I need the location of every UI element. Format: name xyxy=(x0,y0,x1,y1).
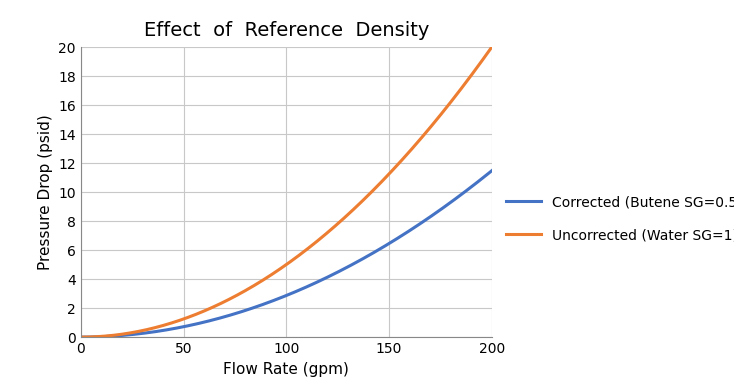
Corrected (Butene SG=0.5736) xyxy=(76,335,85,339)
Uncorrected (Water SG=1) xyxy=(299,250,308,254)
Uncorrected (Water SG=1) xyxy=(76,335,85,339)
Corrected (Butene SG=0.5736) xyxy=(413,223,422,228)
Corrected (Butene SG=0.5736) xyxy=(487,169,496,173)
Corrected (Butene SG=0.5736) xyxy=(478,176,487,181)
Corrected (Butene SG=0.5736) xyxy=(321,276,330,281)
Corrected (Butene SG=0.5736) xyxy=(274,296,283,301)
Title: Effect  of  Reference  Density: Effect of Reference Density xyxy=(144,21,429,40)
Legend: Corrected (Butene SG=0.5736), Uncorrected (Water SG=1): Corrected (Butene SG=0.5736), Uncorrecte… xyxy=(506,195,734,243)
Uncorrected (Water SG=1) xyxy=(478,58,487,63)
Uncorrected (Water SG=1) xyxy=(413,140,422,145)
Uncorrected (Water SG=1) xyxy=(274,268,283,272)
Line: Uncorrected (Water SG=1): Uncorrected (Water SG=1) xyxy=(81,47,492,337)
Uncorrected (Water SG=1) xyxy=(272,269,280,274)
Corrected (Butene SG=0.5736) xyxy=(272,297,280,302)
Y-axis label: Pressure Drop (psid): Pressure Drop (psid) xyxy=(37,114,53,270)
Uncorrected (Water SG=1) xyxy=(487,45,496,49)
Line: Corrected (Butene SG=0.5736): Corrected (Butene SG=0.5736) xyxy=(81,171,492,337)
X-axis label: Flow Rate (gpm): Flow Rate (gpm) xyxy=(223,361,349,377)
Corrected (Butene SG=0.5736) xyxy=(299,286,308,291)
Uncorrected (Water SG=1) xyxy=(321,232,330,237)
